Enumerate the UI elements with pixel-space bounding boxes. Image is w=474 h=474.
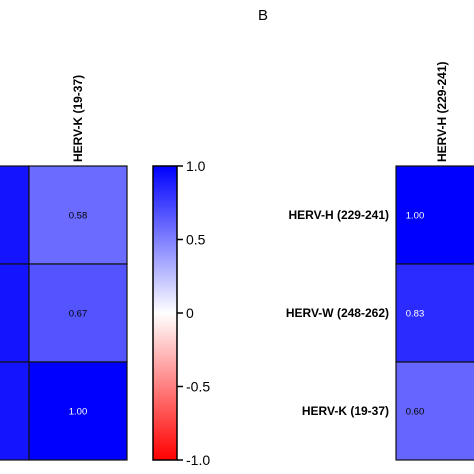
panel-b-row-label: HERV-W (248-262) [286,306,389,320]
panel-b-row-label: HERV-K (19-37) [302,404,389,418]
panel-a-heatmap-cell-partial [0,165,30,265]
panel-a-heatmap-cell-partial [0,263,30,363]
panel-b-cell-value: 0.60 [406,407,425,418]
colorbar-tick-label: 0 [186,305,194,321]
colorbar-gradient [152,165,178,461]
panel-b-cell-value: 1.00 [406,211,425,222]
panel-a-column-label: HERV-K (19-37) [71,75,85,162]
panel-a-heatmap-cell [28,361,128,461]
panel-b-row-label: HERV-H (229-241) [289,208,390,222]
panel-b-cell-value: 0.83 [406,309,425,320]
panel-a-heatmap: 0.58 0.67 1.00 HERV-K (19-37) [0,75,128,461]
panel-b-heatmap-cell [395,263,474,363]
panel-b-column-label: HERV-H (229-241) [435,62,449,163]
panel-a-cell-value: 1.00 [69,407,88,418]
panel-b-heatmap: B 1.00 0.83 0.60 HERV-H (229-241) HERV-H (… [258,7,474,461]
panel-a-heatmap-cell-partial [0,361,30,461]
panel-a-cell-value: 0.67 [69,309,88,320]
panel-a-cell-value: 0.58 [69,211,88,222]
colorbar-tick-label: 1.0 [186,158,206,174]
colorbar-tick-label: 0.5 [186,232,206,248]
colorbar: 1.0 0.5 0 -0.5 -1.0 [152,158,210,468]
colorbar-tick-label: -0.5 [186,379,210,395]
panel-b-letter: B [258,7,268,24]
colorbar-tick-label: -1.0 [186,452,210,468]
panel-a-heatmap-cell [28,263,128,363]
panel-b-heatmap-cell [395,361,474,461]
panel-a-heatmap-cell [28,165,128,265]
